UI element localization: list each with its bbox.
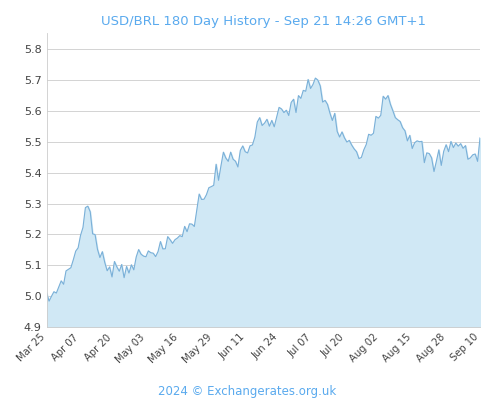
Title: USD/BRL 180 Day History - Sep 21 14:26 GMT+1: USD/BRL 180 Day History - Sep 21 14:26 G… (101, 15, 426, 28)
Text: 2024 © Exchangerates.org.uk: 2024 © Exchangerates.org.uk (158, 385, 337, 398)
